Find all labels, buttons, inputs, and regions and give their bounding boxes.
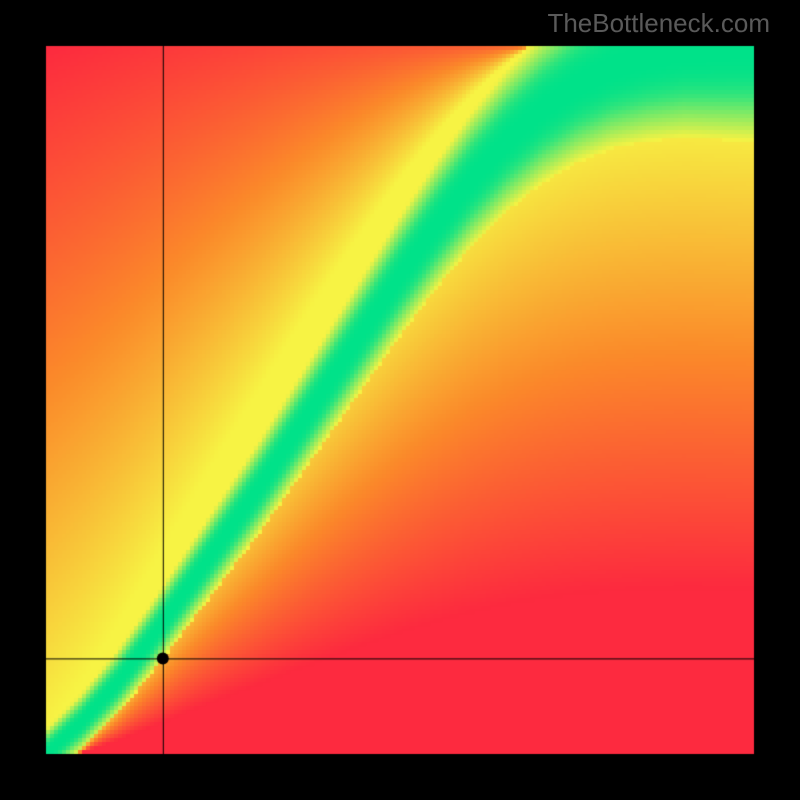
watermark-text: TheBottleneck.com [547,8,770,39]
chart-container: TheBottleneck.com [0,0,800,800]
bottleneck-heatmap [0,0,800,800]
